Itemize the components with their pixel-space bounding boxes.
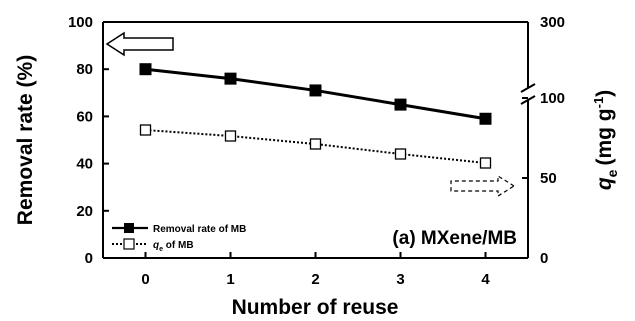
legend: Removal rate of MB qe of MB bbox=[112, 223, 246, 253]
right-axis-title: qe(mg g-1) bbox=[591, 90, 620, 190]
right-tick-label: 300 bbox=[540, 14, 565, 31]
qe-point bbox=[394, 148, 407, 160]
right-axis-ticks: 0 50 100 300 bbox=[522, 14, 565, 267]
right-tick-label: 100 bbox=[540, 90, 565, 107]
right-tick-label: 50 bbox=[540, 170, 557, 187]
left-tick-label: 0 bbox=[85, 250, 93, 267]
legend-label-removal-rate: Removal rate of MB bbox=[153, 224, 246, 235]
removal-rate-point bbox=[479, 112, 492, 125]
left-axis-ticks: 0 20 40 60 80 100 bbox=[68, 14, 109, 267]
removal-rate-point bbox=[309, 84, 322, 97]
x-tick-label: 3 bbox=[396, 271, 404, 288]
qe-point bbox=[224, 130, 237, 142]
panel-annotation: (a) MXene/MB bbox=[392, 228, 517, 249]
left-axis-arrow bbox=[105, 31, 174, 57]
legend-item-qe: qe of MB bbox=[112, 238, 194, 253]
right-axis-arrow bbox=[450, 174, 516, 198]
x-axis-ticks: 0 1 2 3 4 bbox=[141, 252, 490, 288]
series-layer bbox=[139, 63, 492, 169]
left-tick-label: 20 bbox=[76, 203, 93, 220]
legend-marker-filled-square bbox=[124, 223, 134, 233]
axis-break-mark bbox=[520, 83, 536, 105]
right-tick-label: 0 bbox=[540, 250, 548, 267]
series-removal-rate bbox=[139, 63, 492, 125]
left-tick-label: 80 bbox=[76, 61, 93, 78]
removal-rate-point bbox=[224, 72, 237, 85]
left-axis-title: Removal rate (%) bbox=[14, 55, 37, 225]
x-tick-label: 4 bbox=[481, 271, 490, 288]
left-tick-label: 100 bbox=[68, 14, 93, 31]
legend-label-qe: qe of MB bbox=[153, 240, 194, 253]
series-qe bbox=[139, 124, 492, 169]
removal-rate-point bbox=[394, 98, 407, 111]
removal-rate-point bbox=[139, 63, 152, 76]
qe-point bbox=[139, 124, 152, 136]
qe-point bbox=[309, 138, 322, 150]
legend-marker-open-square bbox=[123, 238, 135, 250]
x-tick-label: 2 bbox=[311, 271, 319, 288]
x-axis-title: Number of reuse bbox=[232, 296, 399, 319]
qe-line bbox=[145, 129, 486, 164]
left-tick-label: 60 bbox=[76, 108, 93, 125]
qe-point bbox=[479, 157, 492, 169]
x-tick-label: 0 bbox=[141, 271, 149, 288]
x-tick-label: 1 bbox=[226, 271, 234, 288]
left-tick-label: 40 bbox=[76, 156, 93, 173]
legend-item-removal-rate: Removal rate of MB bbox=[112, 223, 246, 235]
